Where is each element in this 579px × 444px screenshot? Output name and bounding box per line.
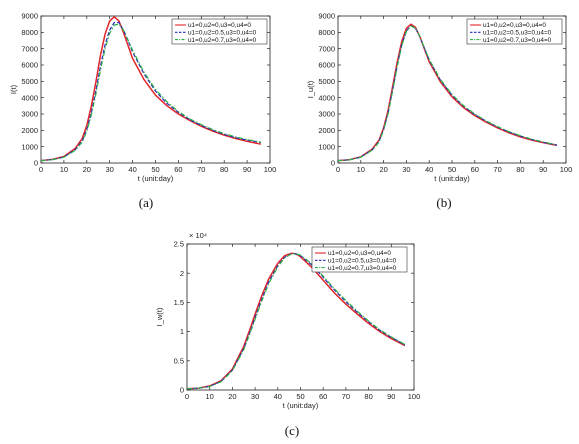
chart-2-xtick-label: 70: [493, 165, 501, 174]
chart-3-series-2-line: [186, 253, 406, 390]
chart-3-series-1-line: [186, 252, 406, 390]
chart-2-xtick-label: 50: [448, 165, 456, 174]
chart-1-xtick-label: 40: [128, 165, 136, 174]
chart-1-ytick-label: 5000: [21, 77, 38, 86]
chart-2: 0 10 20 30 40 50 60 70 80 90 100010002000300040005…: [306, 12, 572, 210]
chart-2-xtick-label: 30: [402, 165, 410, 174]
chart-1-ytick-label: 9000: [21, 12, 38, 21]
chart-1-legend-box: [171, 18, 268, 45]
chart-2-caption: (b): [436, 195, 451, 210]
chart-2-ytick-label: 9000: [318, 12, 335, 21]
chart-2-ytick-label: 5000: [318, 77, 335, 86]
chart-2-xtick-label: 60: [471, 165, 479, 174]
chart-1-legend-label-3: u1=0,u2=0.7,u3=0,u4=0: [188, 37, 257, 44]
chart-3-ytick-label: 1.5: [174, 298, 184, 307]
chart-1-series-1-line: [40, 16, 261, 162]
chart-3-legend-label-1: u1=0,u2=0,u3=0,u4=0: [328, 250, 391, 257]
chart-1-xtick-label: 70: [197, 165, 205, 174]
chart-3-xtick-label: 90: [387, 392, 395, 401]
chart-3-ylabel: I_w(t): [155, 307, 164, 326]
chart-2-legend-label-2: u1=0,u2=0.5,u3=0,u4=0: [483, 30, 552, 37]
chart-3-caption: (c): [285, 423, 299, 438]
chart-1-xtick-label: 0: [39, 165, 43, 174]
chart-1-legend-label-2: u1=0,u2=0.5,u3=0,u4=0: [188, 30, 257, 37]
chart-1-ytick-label: 3000: [21, 110, 38, 119]
chart-3-ytick-label: 0: [180, 386, 184, 395]
chart-2-legend-box: [466, 18, 563, 45]
chart-2-xtick-label: 0: [336, 165, 340, 174]
chart-1-ytick-label: 2000: [21, 126, 38, 135]
chart-1-ytick-label: 6000: [21, 61, 38, 70]
chart-1-xtick-label: 60: [174, 165, 182, 174]
chart-1: 0 10 20 30 40 50 60 70 80 90 100010002000300040005…: [9, 12, 276, 210]
chart-3-xlabel: t (unit:day): [283, 401, 319, 410]
chart-1-xtick-label: 100: [264, 165, 277, 174]
chart-1-ytick-label: 7000: [21, 44, 38, 53]
chart-1-series-3-line: [40, 23, 261, 162]
chart-3-xtick-label: 40: [274, 392, 282, 401]
chart-1-legend-label-1: u1=0,u2=0,u3=0,u4=0: [188, 22, 251, 29]
chart-2-xtick-label: 10: [357, 165, 365, 174]
chart-3-ytick-label: 2.5: [174, 240, 184, 249]
chart-3-ytick-label: 0.5: [174, 356, 184, 365]
chart-2-ytick-label: 1000: [318, 142, 335, 151]
chart-2-legend-label-1: u1=0,u2=0,u3=0,u4=0: [483, 22, 546, 29]
chart-2-ytick-label: 4000: [318, 93, 335, 102]
chart-2-xtick-label: 40: [425, 165, 433, 174]
chart-2-ytick-label: 7000: [318, 44, 335, 53]
chart-1-xtick-label: 20: [83, 165, 91, 174]
chart-1-xtick-label: 30: [106, 165, 114, 174]
chart-3-xtick-label: 80: [364, 392, 372, 401]
chart-3-xtick-label: 0: [185, 392, 189, 401]
chart-2-ytick-label: 3000: [318, 110, 335, 119]
chart-2-xtick-label: 80: [516, 165, 524, 174]
chart-2-xtick-label: 100: [560, 165, 573, 174]
chart-2-xtick-label: 20: [379, 165, 387, 174]
chart-2-legend-label-3: u1=0,u2=0.7,u3=0,u4=0: [483, 37, 552, 44]
chart-3-legend-label-3: u1=0,u2=0.7,u3=0,u4=0: [328, 265, 397, 272]
chart-1-ylabel: I(t): [9, 84, 18, 94]
chart-3-xtick-label: 50: [296, 392, 304, 401]
chart-1-ytick-label: 0: [34, 159, 38, 168]
chart-1-xtick-label: 10: [60, 165, 68, 174]
chart-3-xtick-label: 30: [251, 392, 259, 401]
chart-1-xtick-label: 90: [243, 165, 251, 174]
chart-3-legend-box: [311, 246, 408, 273]
chart-1-series-2-line: [40, 21, 261, 162]
chart-1-caption: (a): [139, 195, 153, 210]
chart-3-xtick-label: 70: [342, 392, 350, 401]
chart-1-xtick-label: 80: [220, 165, 228, 174]
chart-2-xlabel: t (unit:day): [434, 174, 470, 183]
chart-2-ytick-label: 0: [331, 159, 335, 168]
chart-3-xtick-label: 20: [228, 392, 236, 401]
chart-3-xtick-label: 10: [206, 392, 214, 401]
chart-1-ytick-label: 4000: [21, 93, 38, 102]
chart-2-ytick-label: 6000: [318, 61, 335, 70]
chart-2-ytick-label: 8000: [318, 28, 335, 37]
chart-3-series-3-line: [186, 253, 406, 390]
chart-1-ytick-label: 1000: [21, 142, 38, 151]
chart-3-xtick-label: 100: [408, 392, 421, 401]
chart-2-ylabel: I_u(t): [306, 80, 315, 98]
chart-2-series-3-line: [337, 25, 558, 162]
chart-2-xtick-label: 90: [539, 165, 547, 174]
chart-3-ytick-label: 1: [180, 327, 184, 336]
chart-1-xtick-label: 50: [151, 165, 159, 174]
chart-1-xlabel: t (unit:day): [138, 174, 174, 183]
chart-2-ytick-label: 2000: [318, 126, 335, 135]
chart-3-legend-label-2: u1=0,u2=0.5,u3=0,u4=0: [328, 258, 397, 265]
chart-3-multiplier: × 10⁴: [189, 231, 207, 240]
chart-3-ytick-label: 2: [180, 269, 184, 278]
chart-3-xtick-label: 60: [319, 392, 327, 401]
chart-1-ytick-label: 8000: [21, 28, 38, 37]
chart-3: 0 10 20 30 40 50 60 70 80 90 100 0 0.5 1 1.5 2 2.5 × 10⁴ t…: [155, 231, 420, 438]
